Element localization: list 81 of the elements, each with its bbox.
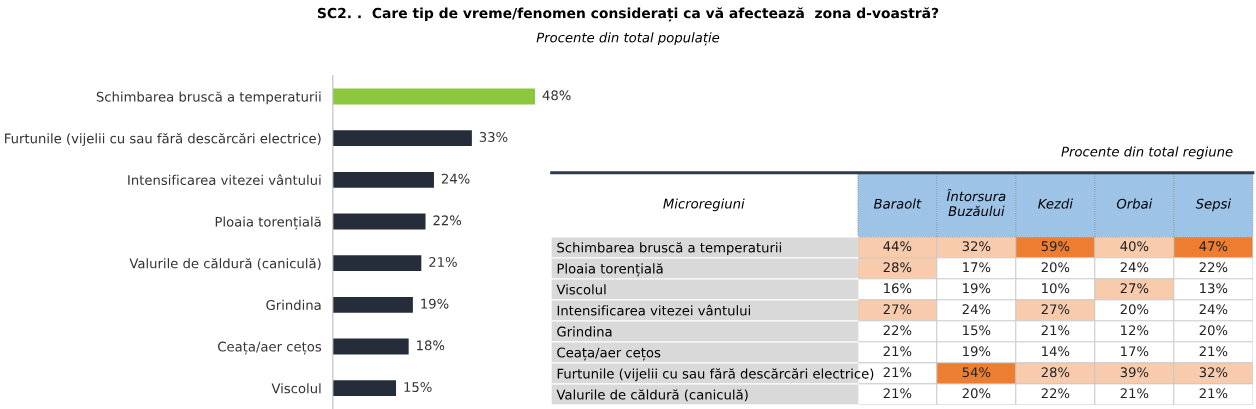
data-label: 15% xyxy=(963,325,991,336)
y-tick-label: Ploaia torențială xyxy=(215,216,321,230)
data-label: 22% xyxy=(433,215,462,226)
bar xyxy=(332,380,397,397)
x-tick-label: Orbai xyxy=(1116,198,1153,209)
chart-subtitle: Procente din total regiune xyxy=(1061,146,1233,160)
y-tick-label: Grindina xyxy=(266,299,321,311)
bar xyxy=(332,338,409,355)
data-label: 24% xyxy=(441,173,470,184)
data-label: 22% xyxy=(1199,262,1228,273)
data-label: 32% xyxy=(962,241,991,252)
y-tick-label: Grindina xyxy=(557,326,612,337)
y-tick-label: Intensificarea vitezei vântului xyxy=(557,304,750,316)
data-label: 21% xyxy=(1041,325,1070,336)
y-tick-label: Ceața/aer cețos xyxy=(218,341,322,355)
data-label: 21% xyxy=(1199,388,1228,399)
data-label: 28% xyxy=(1041,367,1070,378)
y-tick-label: Schimbarea bruscă a temperaturii xyxy=(557,242,782,256)
y-tick-label: Ploaia torențială xyxy=(557,263,663,277)
data-label: 39% xyxy=(1120,367,1149,378)
y-tick-label: Viscolul xyxy=(271,383,321,394)
data-label: 13% xyxy=(1200,283,1228,294)
data-label: 15% xyxy=(404,382,432,392)
data-label: 20% xyxy=(1120,304,1149,315)
data-label: 24% xyxy=(962,304,991,315)
data-label: 19% xyxy=(963,346,991,357)
data-label: 47% xyxy=(1199,241,1228,252)
data-label: 19% xyxy=(421,298,449,309)
data-label: 10% xyxy=(1042,283,1070,294)
data-label: 28% xyxy=(883,262,912,273)
bar xyxy=(332,171,434,188)
data-label: 54% xyxy=(962,367,991,378)
bar xyxy=(332,296,413,313)
data-label: 21% xyxy=(883,388,912,399)
data-label: 14% xyxy=(1042,346,1070,357)
data-label: 21% xyxy=(883,367,912,378)
data-label: 21% xyxy=(429,257,457,267)
y-tick-label: Ceața/aer cețos xyxy=(557,347,661,361)
y-tick-label: Schimbarea bruscă a temperaturii xyxy=(96,91,321,105)
x-tick-label: Kezdi xyxy=(1038,198,1073,209)
bar xyxy=(332,255,422,272)
text: SC2. . Care tip de vreme/fenomen considerați ca vă afectează zona d-voastră? xyxy=(317,7,939,22)
data-label: 20% xyxy=(962,388,991,399)
data-label: 24% xyxy=(1199,304,1228,315)
data-label: 19% xyxy=(963,283,991,294)
y-tick-label: Furtunile (vijelii cu sau fără descărcări electrice) xyxy=(5,133,321,146)
data-label: 17% xyxy=(963,262,991,273)
data-label: 18% xyxy=(417,340,445,351)
data-label: 22% xyxy=(883,325,912,336)
y-tick-label: Valurile de căldură (caniculă) xyxy=(556,389,748,402)
y-tick-label: Furtunile (vijelii cu sau fără descărcări electrice) xyxy=(557,368,874,382)
y-tick-label: Viscolul xyxy=(556,284,606,295)
x-tick-label: Baraolt xyxy=(873,198,922,209)
data-label: 27% xyxy=(1120,283,1149,294)
data-label: 27% xyxy=(883,304,912,315)
y-tick-label: Intensificarea vitezei vântului xyxy=(128,174,321,186)
bar xyxy=(332,213,426,230)
y-axis-title: Microregiuni xyxy=(663,198,745,212)
data-label: 40% xyxy=(1120,241,1149,252)
data-label: 16% xyxy=(884,283,912,294)
data-label: 21% xyxy=(883,346,912,357)
data-label: 12% xyxy=(1121,325,1149,336)
data-label: 21% xyxy=(1120,388,1149,399)
y-tick-label: Valurile de căldură (caniculă) xyxy=(129,258,321,270)
bar xyxy=(332,130,472,147)
data-label: 48% xyxy=(542,90,571,101)
data-label: 33% xyxy=(479,132,508,142)
data-label: 20% xyxy=(1041,262,1070,273)
data-label: 21% xyxy=(1199,346,1228,357)
data-label: 44% xyxy=(883,241,912,252)
data-label: 27% xyxy=(1041,304,1070,315)
x-tick-label: Sepsi xyxy=(1195,198,1231,212)
data-label: 22% xyxy=(1041,388,1070,399)
data-label: 17% xyxy=(1121,346,1149,357)
data-label: 59% xyxy=(1041,241,1070,252)
data-label: 32% xyxy=(1199,367,1228,378)
data-label: 20% xyxy=(1199,325,1228,336)
text: Procente din total populație xyxy=(536,32,720,46)
bar xyxy=(332,88,536,105)
x-tick-label: Întorsura Buzăului xyxy=(946,188,1006,217)
data-label: 24% xyxy=(1120,262,1149,273)
